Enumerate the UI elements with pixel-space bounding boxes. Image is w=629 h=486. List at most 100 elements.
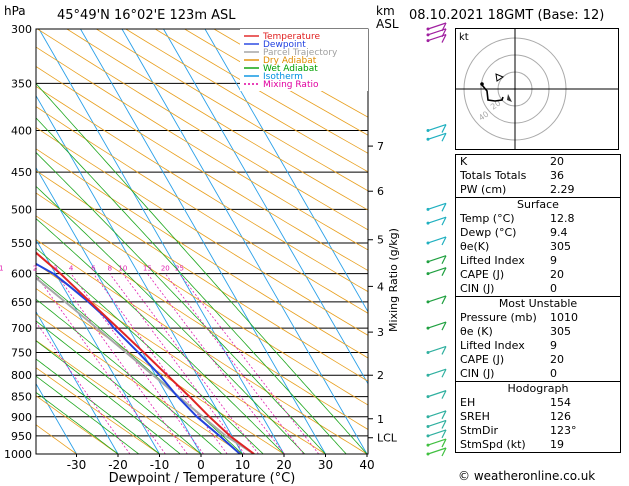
isotherm-line <box>36 238 160 454</box>
mixing-ratio-label: 8 <box>108 265 112 273</box>
dry-adiabat <box>37 29 368 231</box>
wind-barb-icon <box>441 34 447 43</box>
mixing-ratio-label: 2 <box>33 265 37 273</box>
km-tick-label: 2 <box>377 369 384 382</box>
dry-adiabat <box>36 288 285 454</box>
dry-adiabat <box>36 46 368 251</box>
wind-barb-icon <box>441 124 447 133</box>
wind-barb-icon <box>441 321 447 331</box>
index-row-k: K 20 <box>456 155 620 169</box>
pressure-tick-label: 1000 <box>4 448 32 461</box>
unstable-row: CAPE (J) 20 <box>456 353 620 367</box>
index-label: Totals Totals <box>460 169 527 182</box>
hodograph-row: StmSpd (kt) 19 <box>456 438 620 452</box>
legend-entry: Mixing Ratio <box>263 80 319 90</box>
wind-barb-icon <box>427 216 447 224</box>
hodograph-label: StmDir <box>460 424 499 437</box>
mixing-ratio-label: 25 <box>175 265 184 273</box>
dry-adiabat <box>36 106 368 314</box>
stats-panel: K 20 Totals Totals 36 PW (cm) 2.29 Surface … <box>455 154 621 453</box>
pressure-tick-label: 800 <box>11 369 32 382</box>
wind-barb-icon <box>441 346 447 355</box>
wind-barb-icon <box>441 447 447 457</box>
dewpoint-line <box>36 262 241 454</box>
unstable-value: 0 <box>550 367 557 380</box>
index-label: K <box>460 155 468 168</box>
surface-row: CIN (J) 0 <box>456 282 620 296</box>
isotherm-line <box>36 310 119 454</box>
hodograph-row: EH 154 <box>456 396 620 410</box>
x-axis-label: Dewpoint / Temperature (°C) <box>109 471 296 486</box>
wind-barb-icon <box>441 420 447 429</box>
dry-adiabat <box>154 29 368 154</box>
surface-value: 305 <box>550 240 571 253</box>
wind-barb-icon <box>427 28 447 36</box>
unstable-label: θe (K) <box>460 325 493 338</box>
hodograph-label: EH <box>460 396 476 409</box>
unstable-title: Most Unstable <box>498 297 578 310</box>
wind-barb-dot <box>426 27 430 31</box>
wind-barb-dot <box>426 241 430 245</box>
temperature-line <box>36 251 255 454</box>
hodograph-kt-label: kt <box>459 32 469 43</box>
surface-row: θe(K) 305 <box>456 240 620 254</box>
temp-tick-label: 0 <box>197 458 205 472</box>
legend-entry: Wet Adiabat <box>263 64 318 74</box>
wet-adiabat <box>36 320 202 454</box>
wind-barb-icon <box>441 390 447 399</box>
wind-barb-icon <box>427 419 447 428</box>
pressure-tick-label: 550 <box>11 237 32 250</box>
dry-adiabat <box>36 239 368 454</box>
wind-barb-dot <box>426 373 430 377</box>
isotherm-line <box>204 29 368 313</box>
mixing-ratio-line <box>164 273 304 454</box>
legend-entry: Dry Adiabat <box>263 56 317 66</box>
wind-barb-icon <box>441 203 447 212</box>
hodograph-start-point <box>480 82 484 86</box>
mixing-ratio-label: 20 <box>161 265 170 273</box>
wind-barb-dot <box>426 39 430 43</box>
unstable-label: Pressure (mb) <box>460 311 537 324</box>
unstable-value: 20 <box>550 353 564 366</box>
wind-barb-icon <box>427 429 447 437</box>
wind-barb-icon <box>427 22 447 30</box>
hodograph-section: Hodograph EH 154 SREH 126 StmDir 123° StmSp… <box>456 381 620 452</box>
dry-adiabat <box>36 127 368 336</box>
wet-adiabat <box>36 340 181 454</box>
wind-barb-dot <box>426 415 430 419</box>
wind-barb-icon <box>427 447 447 455</box>
mixing-ratio-line <box>179 273 320 454</box>
hodograph-value: 123° <box>550 424 577 437</box>
wet-adiabat <box>36 185 306 454</box>
wind-barb-icon <box>427 295 447 303</box>
index-label: PW (cm) <box>460 183 507 196</box>
date-title: 08.10.2021 18GMT (Base: 12) <box>409 8 605 23</box>
hodograph-mean-arrow-icon <box>495 73 505 82</box>
wind-barb-icon <box>441 216 447 226</box>
legend-entry: Isotherm <box>263 72 303 82</box>
dry-adiabat <box>96 29 368 192</box>
km-unit-label: km <box>376 4 395 18</box>
pressure-tick-label: 700 <box>11 322 32 335</box>
wind-barb-dot <box>426 395 430 399</box>
wind-barb-icon <box>427 123 447 132</box>
wind-barb-icon <box>427 236 447 244</box>
dry-adiabat <box>66 29 368 211</box>
surface-title: Surface <box>517 198 559 211</box>
mixing-ratio-label: 1 <box>0 265 4 273</box>
wind-barb-dot <box>426 350 430 354</box>
km-tick-label: 3 <box>377 326 384 339</box>
mixing-ratio-label: 10 <box>118 265 127 273</box>
mixing-ratio-line <box>36 274 166 454</box>
surface-row: Dewp (°C) 9.4 <box>456 226 620 240</box>
hodograph-plot: kt 40 20 <box>455 28 619 150</box>
wet-adiabat <box>36 298 223 454</box>
dry-adiabat <box>36 148 368 359</box>
wet-adiabat <box>36 247 264 454</box>
location-title: 45°49'N 16°02'E 123m ASL <box>57 8 236 23</box>
pressure-tick-label: 750 <box>11 346 32 359</box>
surface-label: θe(K) <box>460 240 490 253</box>
wet-adiabat <box>36 151 326 454</box>
wind-barb-dot <box>426 221 430 225</box>
